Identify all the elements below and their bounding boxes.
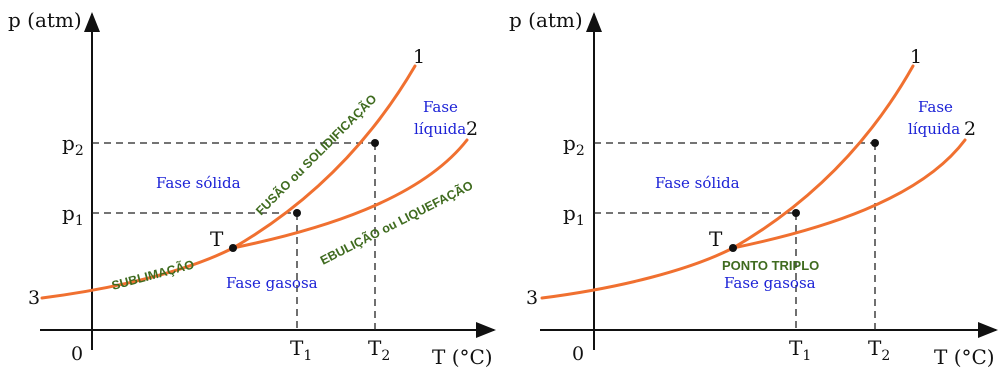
left-point-1 (293, 209, 301, 217)
right-y-axis-label: p (atm) (509, 8, 583, 32)
left-t2-label: T2 (368, 336, 390, 364)
left-solid-phase-label: Fase sólida (156, 174, 241, 192)
left-gas-phase-label: Fase gasosa (226, 274, 318, 292)
left-point-2 (371, 139, 379, 147)
right-gas-phase-label: Fase gasosa (724, 274, 816, 292)
right-liquid-phase-label-line2: líquida (908, 120, 960, 138)
left-sublimation-label: SUBLIMAÇÃO (110, 256, 196, 292)
left-triple-point-label: T (210, 227, 224, 251)
left-fusion-label: FUSÃO ou SOLIDIFICAÇÃO (253, 91, 380, 218)
right-solid-phase-label: Fase sólida (655, 174, 740, 192)
right-p1-label: p1 (563, 201, 585, 229)
right-triple-point-dot (729, 244, 737, 252)
right-p2-label: p2 (563, 131, 585, 159)
left-phase-diagram: p (atm) 0 T (°C) p2 p1 T1 T2 1 2 3 T Fas… (8, 8, 496, 369)
left-p1-label: p1 (62, 201, 84, 229)
left-origin-label: 0 (71, 343, 83, 365)
left-p2-label: p2 (62, 131, 84, 159)
right-curve-1-label: 1 (910, 46, 922, 68)
right-origin-label: 0 (572, 343, 584, 365)
left-curve-2-label: 2 (466, 118, 478, 140)
left-t1-label: T1 (290, 336, 312, 364)
right-t2-label: T2 (868, 336, 890, 364)
right-curve-2-label: 2 (964, 118, 976, 140)
left-liquid-phase-label-line2: líquida (414, 120, 466, 138)
right-triple-point-label: T (709, 227, 723, 251)
right-ponto-triplo-label: PONTO TRIPLO (722, 258, 819, 273)
left-sublimation-curve (40, 246, 235, 300)
left-curve-3-label: 3 (28, 287, 40, 309)
right-liquid-phase-label-line1: Fase (918, 98, 953, 116)
right-t1-label: T1 (789, 336, 811, 364)
right-fusion-curve (731, 64, 915, 250)
right-point-1 (792, 209, 800, 217)
right-point-2 (871, 139, 879, 147)
left-triple-point-dot (229, 244, 237, 252)
left-curve-1-label: 1 (413, 46, 425, 68)
right-phase-diagram: p (atm) 0 T (°C) p2 p1 T1 T2 1 2 3 T Fas… (509, 8, 998, 369)
left-fusion-curve (231, 64, 417, 250)
right-x-axis-label: T (°C) (934, 345, 995, 369)
left-x-axis-label: T (°C) (432, 345, 493, 369)
left-boiling-label: EBULIÇÃO ou LIQUEFAÇÃO (318, 177, 476, 267)
right-curve-3-label: 3 (526, 287, 538, 309)
left-liquid-phase-label-line1: Fase (423, 98, 458, 116)
right-vaporization-curve (731, 138, 967, 250)
left-vaporization-curve (231, 138, 469, 250)
right-sublimation-curve (540, 246, 735, 300)
left-y-axis-label: p (atm) (8, 8, 82, 32)
